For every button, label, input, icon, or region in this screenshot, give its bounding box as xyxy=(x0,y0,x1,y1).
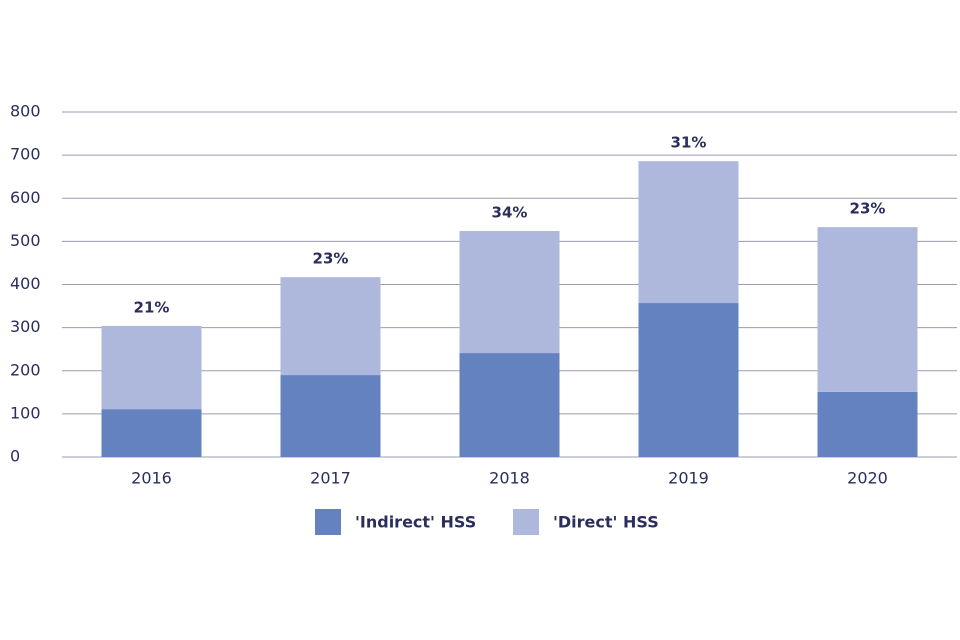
x-tick-label: 2020 xyxy=(847,469,888,488)
bar-annotation: 21% xyxy=(134,298,170,316)
y-tick-label: 100 xyxy=(10,403,41,422)
bar-annotation: 23% xyxy=(313,250,349,268)
x-tick-label: 2016 xyxy=(131,469,172,488)
bar-segment xyxy=(101,325,202,410)
bar-annotation: 31% xyxy=(671,134,707,152)
y-tick-label: 0 xyxy=(10,447,20,466)
y-tick-label: 800 xyxy=(10,102,41,121)
legend-swatch xyxy=(513,509,539,535)
bar-segment xyxy=(280,375,381,457)
y-tick-label: 600 xyxy=(10,188,41,207)
x-tick-label: 2018 xyxy=(489,469,530,488)
y-tick-label: 300 xyxy=(10,317,41,336)
x-tick-label: 2017 xyxy=(310,469,351,488)
legend-label: 'Indirect' HSS xyxy=(355,513,476,532)
bar-segment xyxy=(459,231,560,354)
legend-label: 'Direct' HSS xyxy=(553,513,659,532)
y-tick-label: 200 xyxy=(10,360,41,379)
bar-segment xyxy=(280,277,381,376)
y-tick-label: 700 xyxy=(10,145,41,164)
bar-segment xyxy=(817,227,918,392)
x-tick-label: 2019 xyxy=(668,469,709,488)
bar-annotation: 34% xyxy=(492,204,528,222)
y-tick-label: 400 xyxy=(10,274,41,293)
y-tick-label: 500 xyxy=(10,231,41,250)
bar-segment xyxy=(459,353,560,457)
bar-segment xyxy=(638,303,739,457)
bar-segment xyxy=(638,161,739,304)
bar-segment xyxy=(817,391,918,457)
legend-swatch xyxy=(315,509,341,535)
bar-annotation: 23% xyxy=(850,200,886,218)
bar-segment xyxy=(101,409,202,457)
